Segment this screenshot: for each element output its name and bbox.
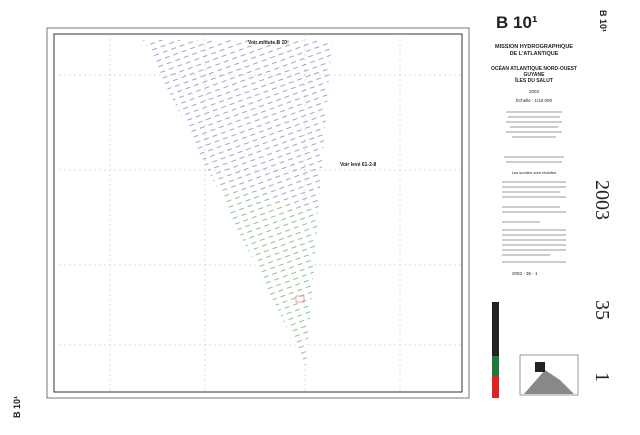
note-mid: Voir levé 61-2-8	[340, 162, 377, 168]
handwritten-year: 2003	[591, 180, 613, 220]
outer-frame	[46, 27, 470, 399]
region: ÎLES DU SALUT	[514, 76, 553, 84]
handwritten-number: 35	[591, 300, 613, 320]
color-strip	[492, 356, 499, 376]
fine-print	[502, 111, 566, 263]
region: GUYANE	[524, 72, 546, 78]
mission: DE L'ATLANTIQUE	[510, 51, 559, 57]
color-strip	[492, 340, 499, 356]
inset-frame	[519, 354, 579, 396]
inset-land	[524, 370, 574, 394]
stamp: 2003 - 35 - 1	[512, 271, 538, 276]
note-top: Voir minute B 10²	[248, 40, 289, 46]
sheet-title: B 10¹	[496, 13, 538, 32]
marker	[295, 295, 305, 303]
legend-heading: Les sondes sont réduites	[512, 170, 556, 175]
year: 2003	[529, 89, 540, 94]
color-strip	[492, 376, 499, 398]
grid	[54, 34, 462, 392]
corner-sheet: B 10¹	[12, 396, 22, 418]
mission: MISSION HYDROGRAPHIQUE	[495, 44, 573, 50]
scale: Échelle : 1/10 000	[516, 97, 553, 103]
handwritten-number: 1	[591, 372, 613, 382]
corner-sheet: B 10¹	[598, 10, 608, 32]
region: OCÉAN ATLANTIQUE NORD-OUEST	[491, 64, 577, 72]
inner-frame	[53, 33, 463, 393]
color-strip	[492, 302, 499, 340]
inset-marker	[535, 362, 545, 372]
